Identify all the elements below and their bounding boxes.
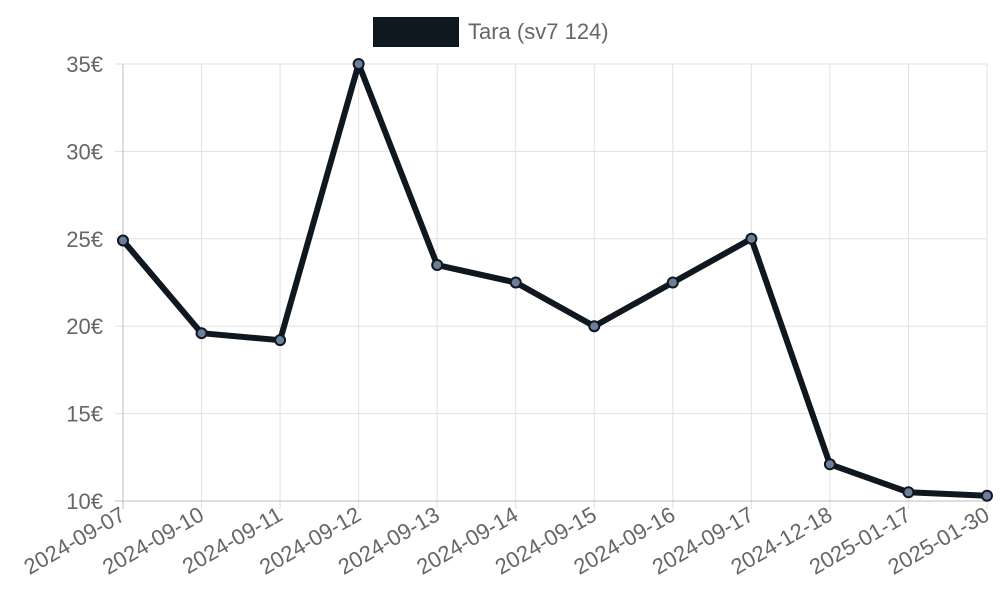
y-tick-label: 35€ xyxy=(66,52,103,77)
data-point[interactable] xyxy=(117,234,129,247)
chart-grid xyxy=(115,63,988,509)
y-tick-label: 25€ xyxy=(66,227,103,252)
data-point[interactable] xyxy=(195,327,208,340)
chart-axes xyxy=(115,64,987,509)
y-tick-label: 30€ xyxy=(66,139,103,164)
data-point[interactable] xyxy=(823,458,836,471)
y-tick-label: 10€ xyxy=(66,489,103,514)
y-axis-ticks: 10€ 15€ 20€ 25€ 30€ 35€ xyxy=(66,52,103,514)
data-point[interactable] xyxy=(352,58,365,70)
data-point[interactable] xyxy=(745,232,758,245)
data-point[interactable] xyxy=(981,489,993,502)
y-tick-label: 20€ xyxy=(66,314,103,339)
chart-series xyxy=(117,58,993,502)
data-point[interactable] xyxy=(274,334,287,347)
data-point[interactable] xyxy=(666,276,679,289)
data-point[interactable] xyxy=(509,276,522,289)
series-line xyxy=(120,61,990,499)
data-point[interactable] xyxy=(902,486,915,499)
data-point[interactable] xyxy=(588,320,601,333)
legend-swatch xyxy=(373,17,459,47)
chart-legend[interactable]: Tara (sv7 124) xyxy=(373,17,609,47)
x-axis-ticks: 2024-09-072024-09-102024-09-112024-09-12… xyxy=(20,502,994,580)
y-tick-label: 15€ xyxy=(66,402,103,427)
data-point[interactable] xyxy=(431,259,444,272)
legend-label: Tara (sv7 124) xyxy=(468,19,609,44)
